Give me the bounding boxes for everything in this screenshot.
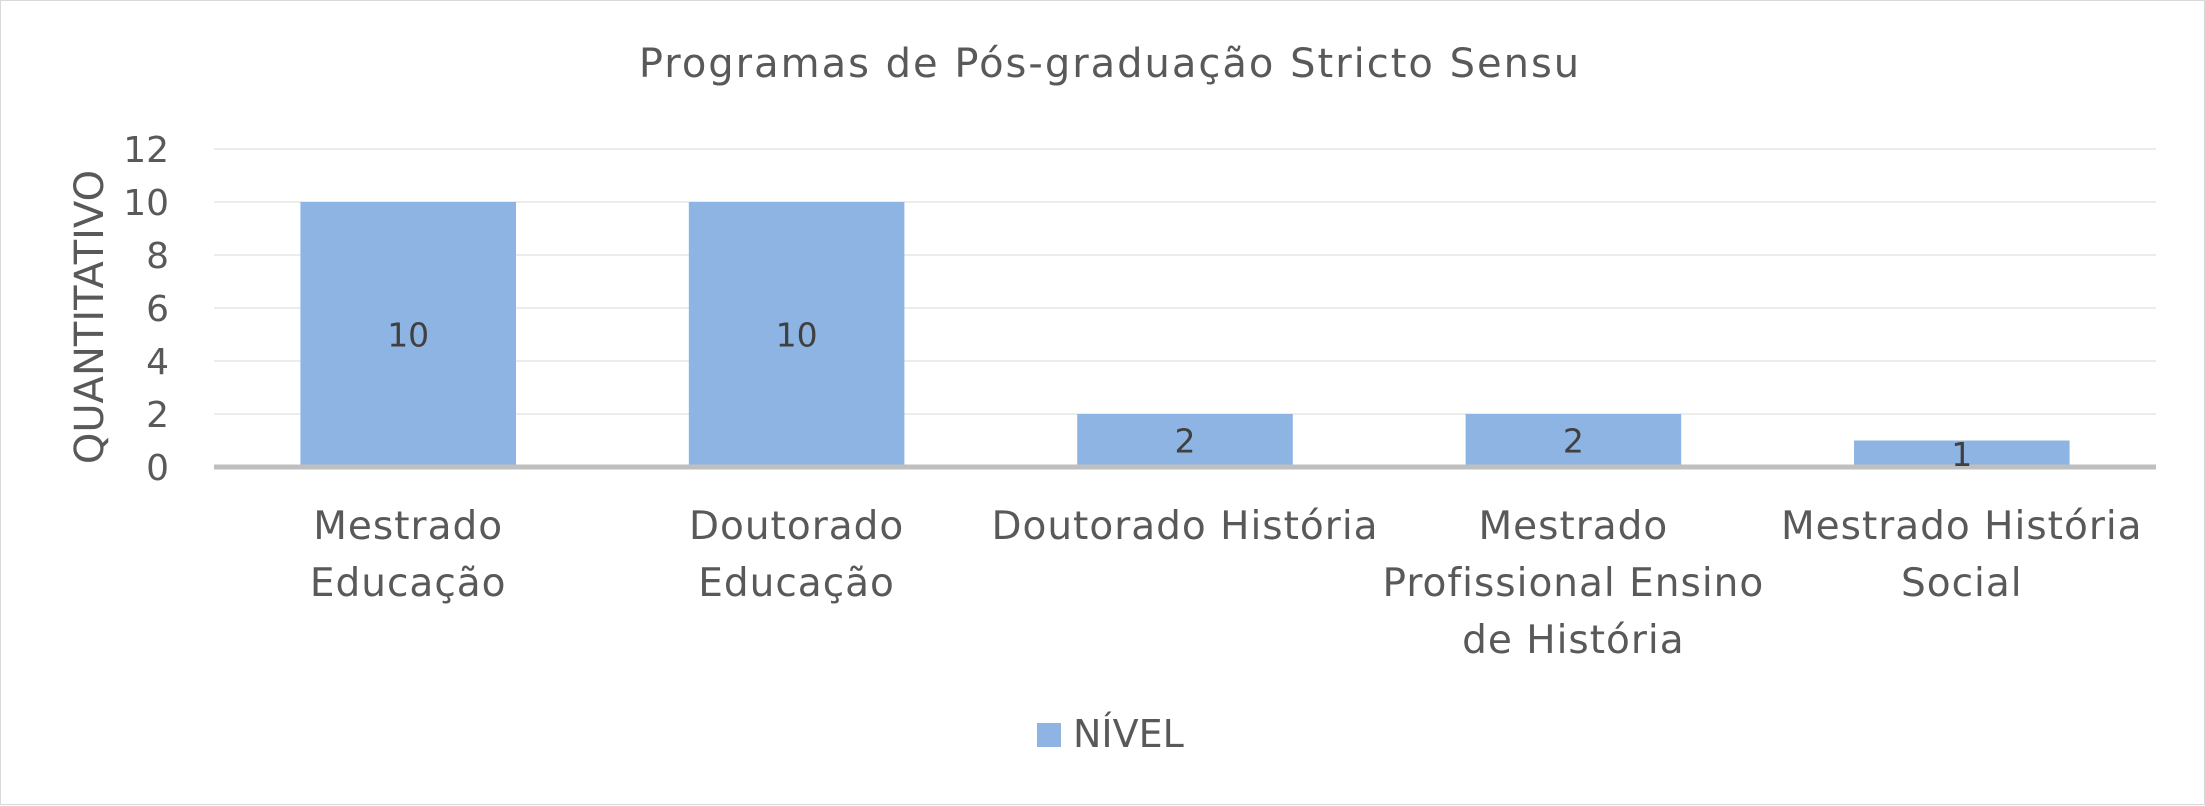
y-tick-label: 6 [146,289,169,330]
x-tick-label: Mestrado Profissional Ensino de História [1383,504,1765,663]
bar [688,202,905,467]
y-tick-label: 12 [123,130,169,171]
bar [1077,414,1293,467]
gridlines [214,148,2156,415]
y-tick-label: 10 [123,183,169,224]
y-tick-label: 8 [146,236,169,277]
bars [300,202,2070,467]
x-tick-labels: Mestrado Educação Doutorado Educação Doutora… [310,504,2143,663]
legend-label: NÍVEL [1073,712,1184,756]
data-label: 2 [1563,422,1584,461]
data-label: 2 [1175,422,1196,461]
y-tick-label: 0 [146,448,169,489]
x-tick-label: Doutorado Educação [689,504,904,606]
y-axis-title: QUANTITATIVO [67,170,113,464]
y-tick-labels: 0 2 4 6 8 10 12 [123,130,169,489]
bar [1465,414,1682,467]
data-labels: 10 10 2 2 1 [387,316,1972,474]
data-label: 1 [1951,435,1972,474]
y-tick-label: 4 [146,342,169,383]
data-label: 10 [776,316,818,355]
bar [1854,440,2070,467]
x-tick-label: Mestrado História Social [1781,504,2143,606]
data-label: 10 [387,316,429,355]
x-tick-label: Doutorado História [991,504,1378,549]
x-tick-label: Mestrado Educação [310,504,507,606]
legend: NÍVEL [1037,712,1184,756]
chart-title: Programas de Pós-graduação Stricto Sensu [639,41,1581,87]
bar [300,202,516,467]
y-tick-label: 2 [146,395,169,436]
legend-swatch [1037,723,1061,747]
